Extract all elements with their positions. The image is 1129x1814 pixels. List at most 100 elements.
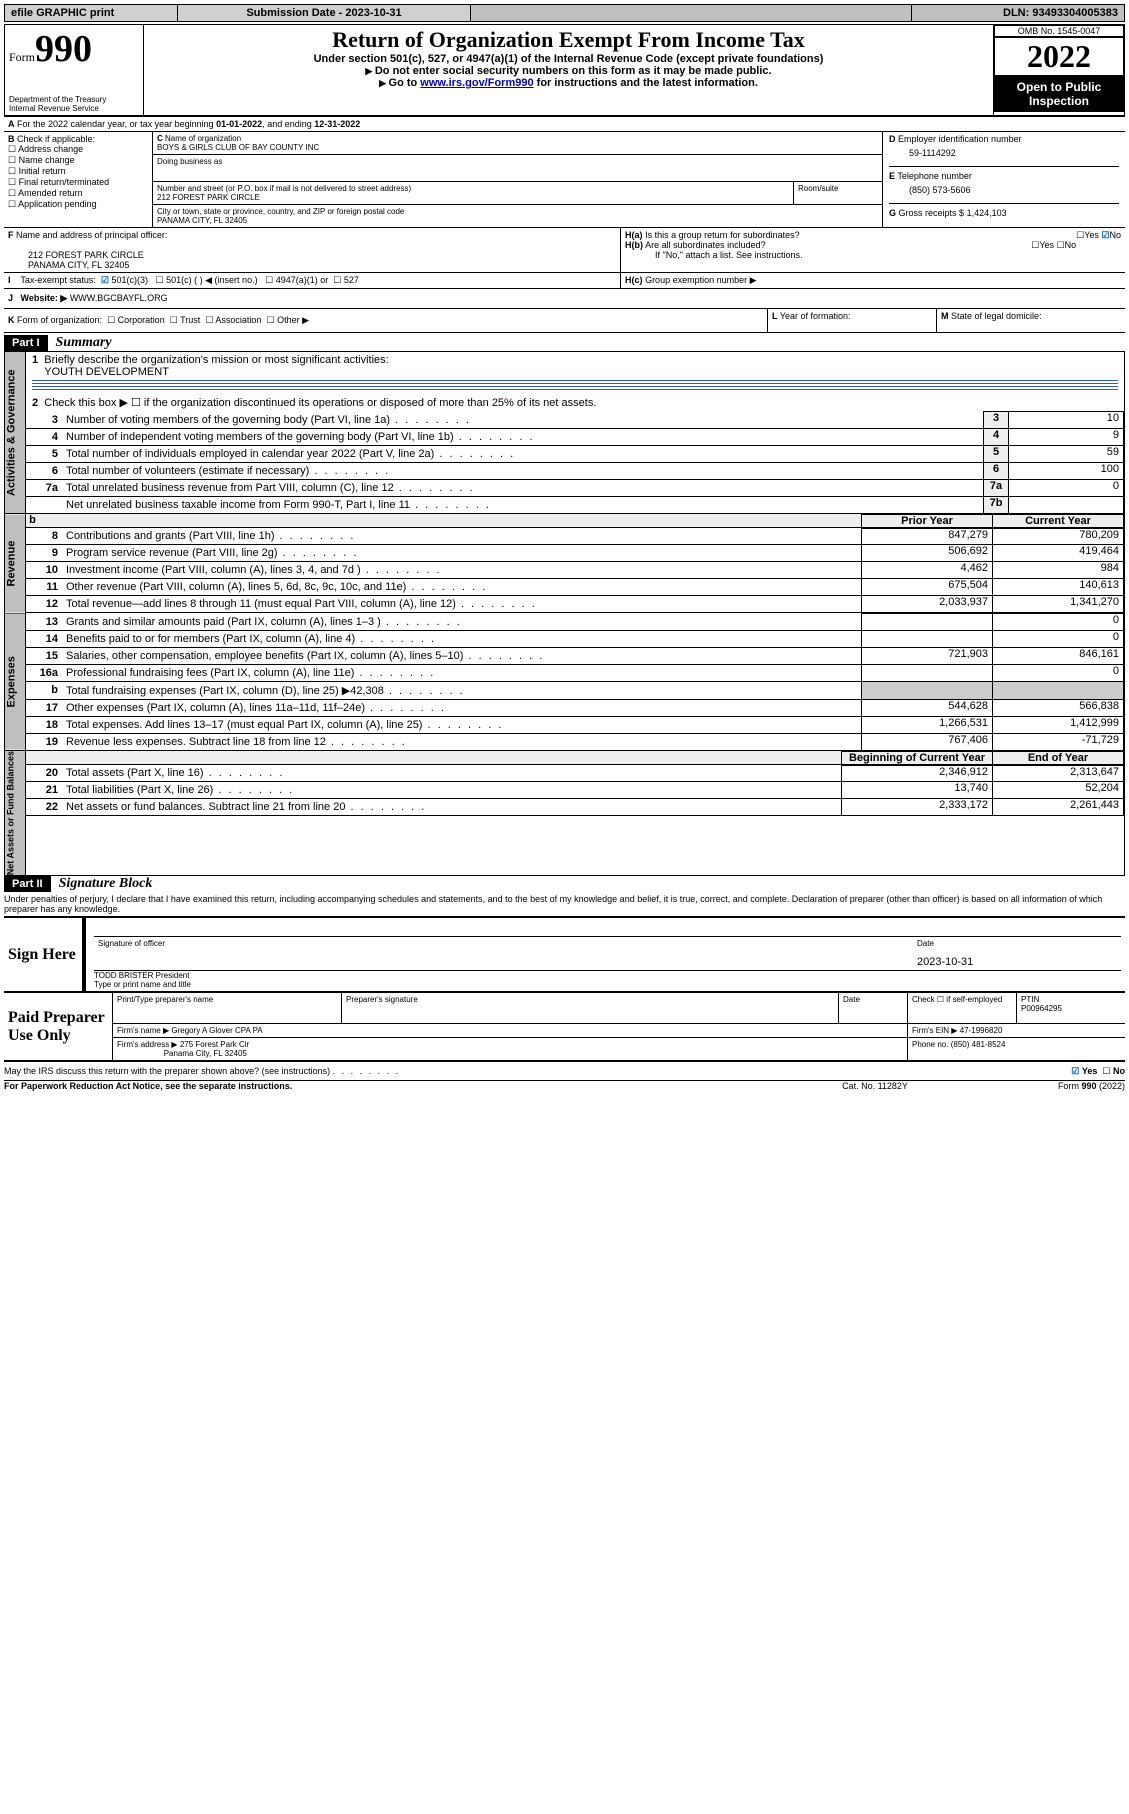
- year-formation-label: Year of formation:: [780, 311, 851, 321]
- table-row: 5 Total number of individuals employed i…: [26, 445, 1124, 462]
- vtab-expenses: Expenses: [5, 613, 26, 751]
- city-state-zip: PANAMA CITY, FL 32405: [157, 216, 247, 225]
- table-row: 17 Other expenses (Part IX, column (A), …: [26, 699, 1124, 716]
- table-row: 12 Total revenue—add lines 8 through 11 …: [26, 596, 1124, 613]
- addr-label: Number and street (or P.O. box if mail i…: [157, 184, 411, 193]
- signature-block: Sign Here Signature of officer Date 2023…: [4, 916, 1125, 991]
- cat-no: Cat. No. 11282Y: [775, 1081, 975, 1092]
- date-label: Date: [917, 939, 934, 948]
- officer-addr2: PANAMA CITY, FL 32405: [8, 260, 616, 270]
- irs-link[interactable]: www.irs.gov/Form990: [420, 77, 533, 89]
- phone-value: (850) 573-5606: [889, 181, 1119, 203]
- ptin-value: P00964295: [1021, 1004, 1062, 1013]
- current-year-hdr: Current Year: [993, 514, 1124, 527]
- discuss-yes[interactable]: ☑: [1071, 1066, 1079, 1076]
- efile-print-button[interactable]: efile GRAPHIC print: [5, 5, 178, 22]
- table-row: 3 Number of voting members of the govern…: [26, 412, 1124, 429]
- klm-block: K Form of organization: ☐ Corporation ☐ …: [4, 309, 1125, 333]
- website-label: Website: ▶: [21, 293, 68, 303]
- ein-value: 59-1114292: [889, 144, 1119, 166]
- table-row: 10 Investment income (Part VIII, column …: [26, 562, 1124, 579]
- name-title-label: Type or print name and title: [94, 980, 191, 989]
- pra-notice: For Paperwork Reduction Act Notice, see …: [4, 1081, 775, 1092]
- table-row: Net unrelated business taxable income fr…: [26, 496, 1124, 513]
- part1-header: Part ISummary: [4, 335, 1125, 351]
- form-title: Return of Organization Exempt From Incom…: [148, 27, 989, 53]
- table-row: 21 Total liabilities (Part X, line 26) 1…: [26, 782, 1124, 799]
- dln: DLN: 93493304005383: [912, 5, 1125, 22]
- hb-yes[interactable]: ☐Yes: [1031, 240, 1054, 250]
- chk-501c[interactable]: ☐: [156, 275, 164, 285]
- firm-addr1: 275 Forest Park Cir: [180, 1040, 249, 1049]
- street-address: 212 FOREST PARK CIRCLE: [157, 193, 260, 202]
- table-row: 9 Program service revenue (Part VIII, li…: [26, 545, 1124, 562]
- firm-phone: (850) 481-8524: [951, 1040, 1006, 1049]
- dba-label: Doing business as: [153, 155, 882, 182]
- chk-address[interactable]: ☐ Address change: [8, 144, 83, 154]
- table-row: 8 Contributions and grants (Part VIII, l…: [26, 528, 1124, 545]
- domicile-label: State of legal domicile:: [951, 311, 1042, 321]
- perjury-declaration: Under penalties of perjury, I declare th…: [4, 892, 1125, 916]
- officer-label: Name and address of principal officer:: [16, 230, 167, 240]
- chk-corp[interactable]: ☐: [107, 315, 115, 325]
- open-to-public: Open to Public Inspection: [994, 76, 1124, 112]
- hc-label: Group exemption number ▶: [645, 275, 756, 285]
- ein-label: Employer identification number: [898, 134, 1022, 144]
- firm-phone-label: Phone no.: [912, 1040, 948, 1049]
- table-row: 7a Total unrelated business revenue from…: [26, 479, 1124, 496]
- part1-body: Activities & Governance 1 Briefly descri…: [4, 351, 1125, 876]
- firm-addr2: Panama City, FL 32405: [164, 1049, 247, 1058]
- entity-block: B Check if applicable: ☐ Address change …: [4, 132, 1125, 228]
- q1-label: Briefly describe the organization's miss…: [44, 354, 388, 366]
- discuss-no[interactable]: ☐: [1102, 1066, 1110, 1076]
- chk-assoc[interactable]: ☐: [205, 315, 213, 325]
- table-row: 14 Benefits paid to or for members (Part…: [26, 630, 1124, 647]
- ptin-label: PTIN: [1021, 995, 1039, 1004]
- mission-text: YOUTH DEVELOPMENT: [44, 366, 169, 378]
- omb-number: OMB No. 1545-0047: [994, 25, 1124, 37]
- boy-hdr: Beginning of Current Year: [842, 751, 993, 764]
- chk-other[interactable]: ☐: [266, 315, 274, 325]
- ha-yes[interactable]: ☐Yes: [1076, 230, 1099, 240]
- firm-ein: 47-1996820: [960, 1026, 1003, 1035]
- table-row: b Total fundraising expenses (Part IX, c…: [26, 681, 1124, 699]
- self-employed-check[interactable]: Check ☐ if self-employed: [908, 992, 1017, 1024]
- hb-no[interactable]: ☐No: [1057, 240, 1077, 250]
- ssn-warning: Do not enter social security numbers on …: [148, 65, 989, 77]
- chk-initial[interactable]: ☐ Initial return: [8, 166, 66, 176]
- chk-527[interactable]: ☐: [333, 275, 341, 285]
- table-row: 15 Salaries, other compensation, employe…: [26, 647, 1124, 664]
- ha-label: Is this a group return for subordinates?: [645, 230, 800, 240]
- dept-treasury: Department of the Treasury Internal Reve…: [9, 95, 139, 113]
- table-row: 22 Net assets or fund balances. Subtract…: [26, 799, 1124, 816]
- chk-final[interactable]: ☐ Final return/terminated: [8, 177, 109, 187]
- table-row: 19 Revenue less expenses. Subtract line …: [26, 733, 1124, 750]
- form-word: Form: [9, 50, 35, 64]
- form-org-label: Form of organization:: [17, 315, 102, 325]
- room-suite-label: Room/suite: [794, 182, 883, 205]
- goto-line: Go to www.irs.gov/Form990 for instructio…: [148, 77, 989, 89]
- c-name-label: Name of organization: [165, 134, 241, 143]
- chk-name[interactable]: ☐ Name change: [8, 155, 75, 165]
- sig-date: 2023-10-31: [913, 954, 1121, 970]
- chk-4947[interactable]: ☐: [265, 275, 273, 285]
- chk-amended[interactable]: ☐ Amended return: [8, 188, 83, 198]
- firm-addr-label: Firm's address ▶: [117, 1040, 178, 1049]
- part2-header: Part IISignature Block: [4, 876, 1125, 892]
- chk-501c3[interactable]: ☑: [101, 275, 109, 285]
- table-row: 13 Grants and similar amounts paid (Part…: [26, 614, 1124, 631]
- tax-status-label: Tax-exempt status:: [20, 275, 96, 285]
- chk-pending[interactable]: ☐ Application pending: [8, 199, 97, 209]
- b-label: Check if applicable:: [17, 134, 95, 144]
- vtab-net-assets: Net Assets or Fund Balances: [5, 751, 26, 876]
- sig-officer-label: Signature of officer: [94, 937, 913, 950]
- vtab-revenue: Revenue: [5, 514, 26, 614]
- paid-preparer-label: Paid Preparer Use Only: [4, 992, 113, 1061]
- gross-label: Gross receipts $: [899, 208, 965, 218]
- preparer-sig-label: Preparer's signature: [342, 992, 839, 1024]
- table-row: 11 Other revenue (Part VIII, column (A),…: [26, 579, 1124, 596]
- discuss-line: May the IRS discuss this return with the…: [4, 1062, 1125, 1080]
- chk-trust[interactable]: ☐: [170, 315, 178, 325]
- footer: For Paperwork Reduction Act Notice, see …: [4, 1080, 1125, 1091]
- hb-note: If "No," attach a list. See instructions…: [625, 250, 802, 260]
